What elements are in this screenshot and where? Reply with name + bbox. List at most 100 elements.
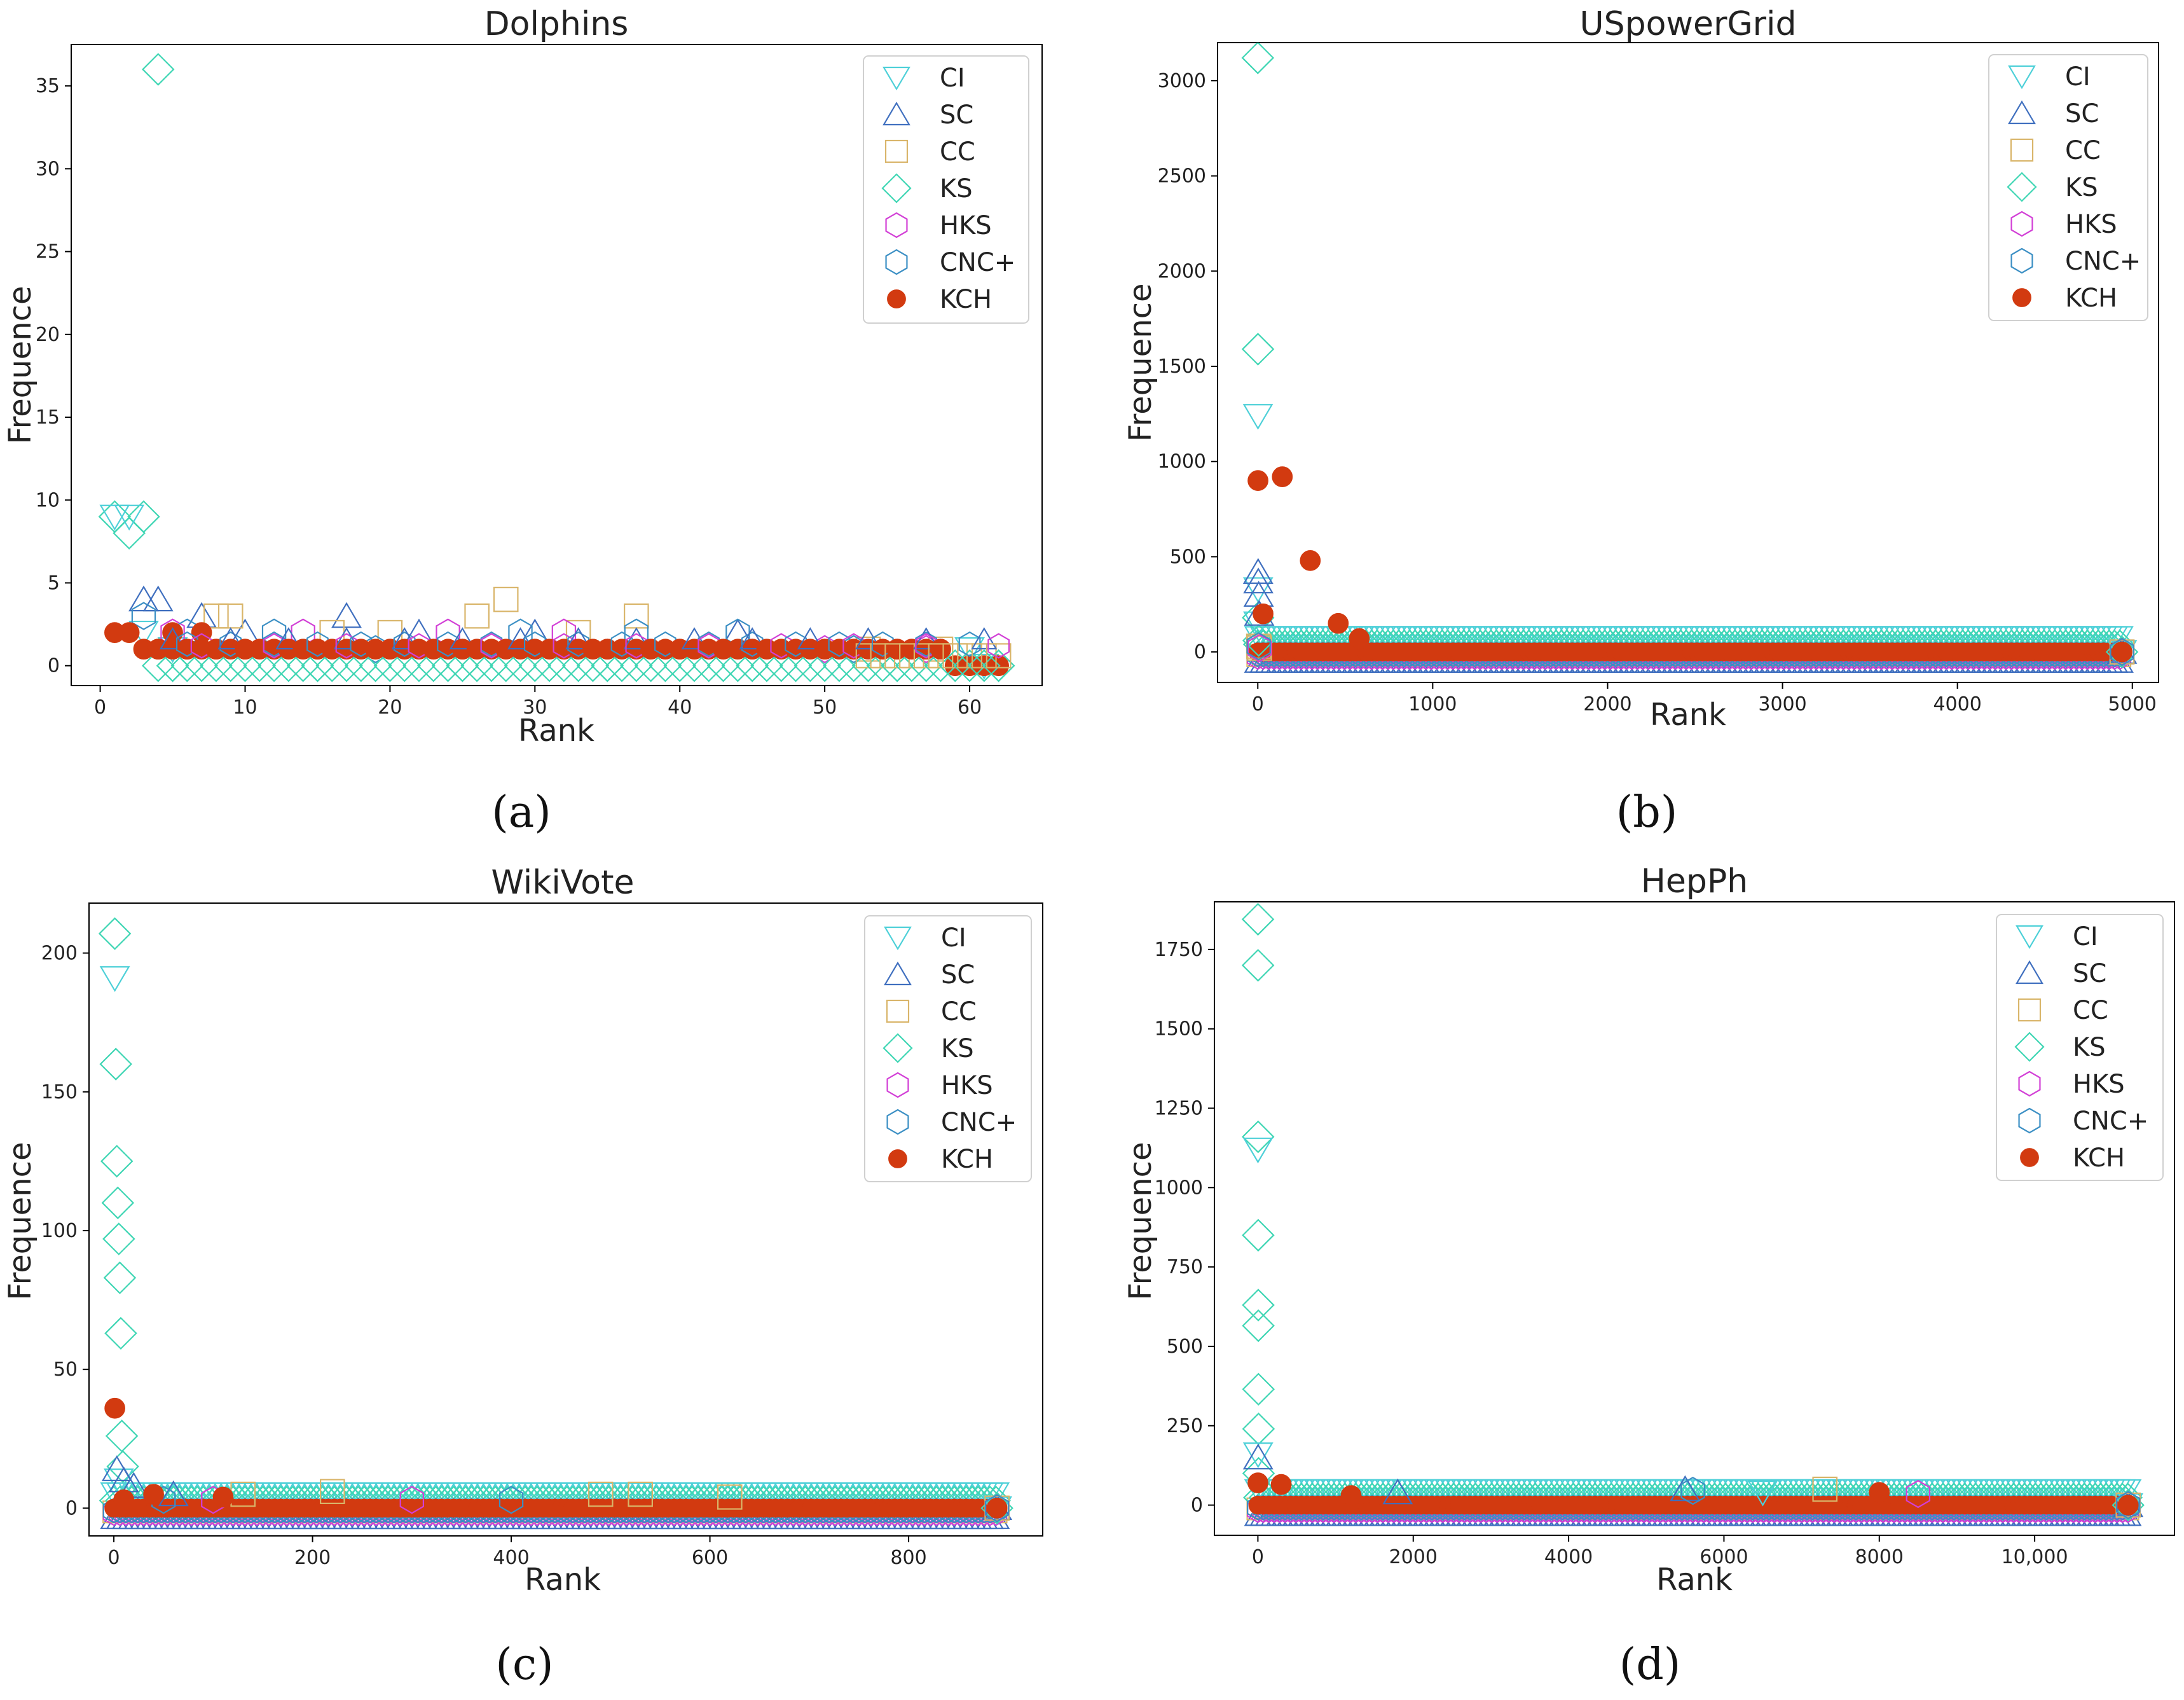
- series-cncplus-point: [175, 631, 198, 657]
- series-ks-point: [793, 649, 827, 682]
- y-tick-label: 35: [36, 75, 60, 97]
- series-kch-point: [1340, 1485, 1362, 1506]
- series-ks-point: [649, 649, 682, 682]
- legend-label: HKS: [940, 211, 992, 240]
- series-ks-point: [982, 649, 1015, 682]
- series-cncplus-point: [871, 631, 894, 657]
- series-ci-point: [1242, 1137, 1274, 1164]
- series-sc-point: [1382, 1478, 1413, 1505]
- series-kch-point: [2112, 641, 2132, 663]
- series-sc-point: [449, 627, 476, 650]
- series-cc-point: [203, 603, 229, 629]
- series-ks-point: [620, 649, 653, 682]
- series-ks-point: [100, 1145, 134, 1178]
- x-ticks: 0 2000 4000 6000 8000 10,000: [1252, 1535, 2068, 1568]
- series-sc-point: [1242, 1443, 1274, 1470]
- panel-b: USpowerGrid Rank Frequence 0 1000 2000 3000…: [1123, 5, 2159, 838]
- series-ks-point: [1242, 1412, 1275, 1446]
- x-tick-label: 10,000: [2002, 1546, 2068, 1568]
- series-ks-point: [104, 1316, 137, 1350]
- legend-marker-ci: [884, 926, 912, 951]
- legend-label: HKS: [2073, 1070, 2125, 1099]
- legend-label: HKS: [2065, 210, 2117, 239]
- legend-marker-cc: [2017, 998, 2042, 1022]
- series-ks-point: [156, 649, 189, 682]
- series-ks-point: [1242, 1120, 1275, 1154]
- series-sc-point: [797, 627, 823, 650]
- series-cncplus-point: [2115, 1491, 2141, 1519]
- series-ks-point: [547, 649, 580, 682]
- series-ks-point: [866, 649, 900, 682]
- series-ks-point: [881, 649, 914, 682]
- y-tick-label: 150: [41, 1081, 78, 1103]
- series-ks-point: [663, 649, 696, 682]
- series-ks-point: [98, 917, 132, 950]
- series-ks-point: [634, 649, 668, 682]
- panel-a: Dolphins Rank Frequence 0 10 20 30 40 50 60 0 5…: [3, 5, 1043, 838]
- legend-marker-kch: [887, 289, 906, 308]
- series-kch-point: [1272, 466, 1293, 487]
- legend-marker-hks: [885, 212, 908, 238]
- y-tick-label: 1250: [1155, 1098, 1203, 1120]
- y-tick-label: 20: [36, 324, 60, 346]
- x-tick-label: 30: [523, 696, 547, 719]
- legend-marker-hks: [886, 1072, 909, 1098]
- series-ks-point: [345, 649, 378, 682]
- legend-marker-sc: [2016, 960, 2043, 985]
- series-cncplus-point: [2110, 637, 2134, 667]
- x-ticks: 0 10 20 30 40 50 60: [94, 686, 982, 719]
- series-cc-point: [628, 1481, 653, 1507]
- y-axis-label: Frequence: [3, 286, 38, 444]
- series-hks-point: [1906, 1479, 1931, 1509]
- series-sc-point: [623, 627, 650, 650]
- x-axis-label: Rank: [518, 713, 594, 749]
- y-tick-label: 500: [1170, 546, 1206, 568]
- series-ks-point: [518, 649, 552, 682]
- legend-label: CI: [2065, 62, 2091, 92]
- x-tick-label: 2000: [1389, 1546, 1438, 1568]
- series-ks-point: [504, 649, 537, 682]
- legend: CI SC CC KS HKS CNC+ KCH: [863, 55, 1029, 324]
- series-cc-point: [942, 643, 968, 668]
- series-cncplus-point: [306, 631, 329, 657]
- series-cncplus-point: [741, 631, 764, 657]
- legend-label: KCH: [940, 285, 992, 314]
- series-ks-point: [315, 649, 348, 682]
- legend-label: KS: [2073, 1033, 2106, 1062]
- series-cncplus-point: [1680, 1476, 1705, 1505]
- series-cc-point: [1812, 1476, 1838, 1502]
- y-tick-label: 2500: [1158, 165, 1206, 188]
- series-kch-point: [986, 1498, 1008, 1519]
- series-ks-point: [388, 649, 421, 682]
- series-ks-point: [765, 649, 798, 682]
- y-tick-label: 1500: [1158, 356, 1206, 378]
- series-ks-point: [706, 649, 740, 682]
- x-axis-label: Rank: [1656, 1562, 1733, 1598]
- y-ticks: 0 250 500 750 1000 1250 1500 1750: [1155, 939, 1214, 1517]
- series-ks-point: [561, 649, 595, 682]
- series-cncplus-point: [828, 631, 851, 657]
- y-axis-label: Frequence: [1123, 1142, 1158, 1300]
- x-tick-label: 4000: [1933, 693, 1981, 715]
- series-sc-point: [142, 585, 174, 612]
- legend-marker-ci: [2008, 65, 2036, 90]
- series-kch-point: [1328, 612, 1349, 634]
- series-ks-point: [909, 649, 943, 682]
- legend-label: CC: [940, 137, 975, 167]
- y-tick-label: 1000: [1158, 451, 1206, 473]
- legend-marker-sc: [2008, 100, 2036, 125]
- series-ks-point: [968, 649, 1001, 682]
- series-ks-point: [301, 649, 334, 682]
- x-tick-label: 6000: [1700, 1546, 1748, 1568]
- series-ks-point: [99, 1047, 132, 1081]
- chart-title: HepPh: [1641, 862, 1748, 901]
- plot-frame: [1214, 901, 2175, 1536]
- x-tick-label: 4000: [1544, 1546, 1593, 1568]
- y-tick-label: 100: [41, 1220, 78, 1242]
- legend-marker-sc: [883, 101, 910, 126]
- x-tick-label: 60: [958, 696, 982, 719]
- series-ks-point: [823, 649, 856, 682]
- y-axis-label: Frequence: [3, 1142, 38, 1300]
- marks: [1241, 43, 2139, 673]
- legend-label: CC: [2065, 136, 2101, 165]
